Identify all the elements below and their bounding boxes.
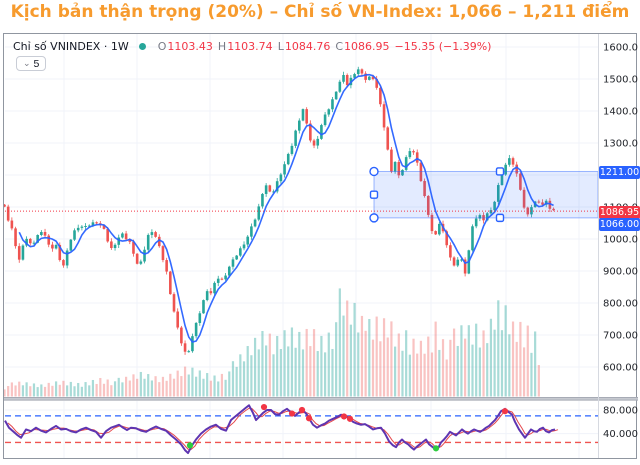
ma-indicator-button[interactable]: ⌄ 5 — [16, 56, 47, 71]
timeframe-label: 1W — [110, 40, 129, 53]
chevron-down-icon: ⌄ — [23, 58, 31, 68]
sell-signal-dot — [298, 406, 306, 414]
close-value: 1086.95 — [344, 40, 390, 53]
series-status-dot-icon — [138, 43, 146, 50]
chart-widget: 1600.001500.001400.001300.001200.001100.… — [3, 33, 640, 459]
price-tick-label: 1000.00 — [603, 235, 638, 246]
oscillator-main-line — [4, 404, 556, 455]
high-value: 1103.74 — [227, 40, 273, 53]
ma-period-label: 5 — [33, 57, 40, 70]
sell-signal-dot — [340, 413, 348, 420]
buy-signal-dot — [186, 442, 194, 449]
zone-top-price-badge: 1211.00 — [599, 165, 640, 179]
sell-signal-dot — [346, 415, 354, 422]
zone-bottom-price-badge: 1066.00 — [599, 218, 640, 232]
sell-signal-dot — [501, 408, 509, 415]
close-label: C — [335, 40, 344, 53]
price-axis[interactable]: 1600.001500.001400.001300.001200.001100.… — [603, 43, 638, 441]
price-zone-rectangle-drawing[interactable] — [369, 166, 599, 223]
high-label: H — [217, 40, 227, 53]
price-tick-label: 600.00 — [603, 363, 638, 374]
price-tick-label: 1300.00 — [603, 139, 638, 150]
change-value: −15.35 (−1.39%) — [394, 40, 492, 53]
oscillator-tick-label: 40.0000 — [603, 429, 638, 440]
oscillator-pane — [4, 403, 598, 455]
sell-signal-dot — [305, 415, 313, 422]
price-tick-label: 700.00 — [603, 331, 638, 342]
open-value: 1103.43 — [167, 40, 213, 53]
page-title: Kịch bản thận trọng (20%) – Chỉ số VN-In… — [10, 2, 630, 22]
price-tick-label: 800.00 — [603, 299, 638, 310]
low-label: L — [277, 40, 284, 53]
drawing-handle[interactable] — [495, 167, 505, 176]
price-tick-label: 1600.00 — [603, 43, 638, 54]
buy-signal-dot — [432, 445, 440, 452]
price-tick-label: 1500.00 — [603, 75, 638, 86]
symbol-name[interactable]: Chỉ số VNINDEX · 1W — [13, 40, 129, 53]
chart-canvas[interactable]: 1600.001500.001400.001300.001200.001100.… — [4, 34, 638, 458]
price-tick-label: 900.00 — [603, 267, 638, 278]
drawing-handle[interactable] — [369, 190, 379, 199]
drawing-handle[interactable] — [369, 166, 379, 177]
volume-series — [4, 288, 540, 397]
oscillator-tick-label: 80.0000 — [603, 406, 638, 417]
sell-signal-dot — [288, 410, 296, 417]
low-value: 1084.76 — [284, 40, 331, 53]
price-tick-label: 1400.00 — [603, 107, 638, 118]
sell-signal-dot — [260, 403, 268, 411]
drawing-handle[interactable] — [369, 213, 379, 223]
open-label: O — [157, 40, 167, 53]
last-price-badge: 1086.95 — [599, 205, 640, 219]
drawing-handle[interactable] — [495, 213, 505, 223]
ma-line — [18, 73, 554, 343]
